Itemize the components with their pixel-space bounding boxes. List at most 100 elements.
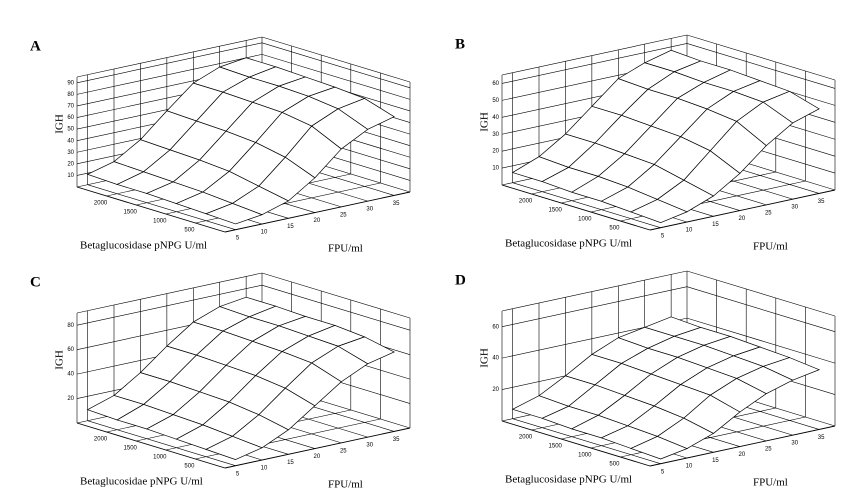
axis-line xyxy=(224,427,411,469)
grid-line xyxy=(501,286,688,328)
surface-cell xyxy=(204,203,264,225)
z-tick-label: 80 xyxy=(67,323,74,329)
z-tick-label: 20 xyxy=(492,149,499,155)
z-tick-label: 30 xyxy=(67,150,74,156)
box-edge xyxy=(501,270,688,312)
axis-line xyxy=(224,191,411,233)
z-tick-label: 50 xyxy=(67,127,74,133)
x-tick-label: 30 xyxy=(366,443,373,449)
z-tick-label: 60 xyxy=(67,115,74,121)
grid-line xyxy=(512,182,661,229)
grid-line xyxy=(261,54,411,100)
axis-line xyxy=(501,420,651,467)
x-tick-label: 5 xyxy=(661,233,665,239)
y-axis-label: Betaglucosidase pNPG U/ml xyxy=(505,474,632,486)
x-tick-label: 10 xyxy=(686,228,693,234)
x-tick-label: 35 xyxy=(393,437,400,443)
x-tick-label: 20 xyxy=(314,454,321,460)
z-axis-label: IGH xyxy=(54,114,66,134)
grid-line xyxy=(76,42,263,84)
z-tick-label: 20 xyxy=(67,161,74,167)
panel-title: A xyxy=(30,38,41,54)
y-tick-label: 1500 xyxy=(124,446,138,452)
z-tick-label: 20 xyxy=(492,387,499,393)
z-tick-label: 90 xyxy=(67,80,74,86)
z-tick-label: 10 xyxy=(67,173,74,179)
z-axis-label: IGH xyxy=(54,350,66,370)
x-tick-label: 5 xyxy=(236,235,240,241)
axis-line xyxy=(649,425,836,467)
z-tick-label: 50 xyxy=(492,98,499,104)
z-axis-label: IGH xyxy=(479,348,491,368)
x-axis-label: FPU/ml xyxy=(328,243,363,255)
surface-cell xyxy=(630,199,688,224)
x-axis-label: FPU/ml xyxy=(753,241,788,253)
x-tick-label: 10 xyxy=(261,466,268,472)
y-tick-label: 2000 xyxy=(519,199,533,205)
x-tick-label: 10 xyxy=(261,230,268,236)
x-tick-label: 15 xyxy=(287,460,294,466)
x-tick-label: 10 xyxy=(686,464,693,470)
panel-title: C xyxy=(30,274,41,290)
x-tick-label: 20 xyxy=(739,452,746,458)
x-tick-label: 15 xyxy=(712,222,719,228)
y-tick-label: 1500 xyxy=(124,210,138,216)
box-edge xyxy=(261,36,411,83)
x-tick-label: 35 xyxy=(818,435,825,441)
x-axis-label: FPU/ml xyxy=(328,479,363,491)
grid-line xyxy=(87,184,236,231)
z-tick-label: 40 xyxy=(67,372,74,378)
panel: 20 40 60 80 5 10 15 20 25 30 35 500 1000 1500 2000 C Bet… xyxy=(30,272,411,491)
y-axis-label: Betaglucosidase pNPG U/ml xyxy=(505,238,632,250)
grid-line xyxy=(87,420,236,467)
y-tick-label: 1000 xyxy=(153,455,167,461)
x-tick-label: 30 xyxy=(366,207,373,213)
surface-cell xyxy=(630,436,688,460)
grid-line xyxy=(261,284,411,331)
z-tick-label: 30 xyxy=(492,132,499,138)
y-axis-label: Betaglucosidase pNPG U/ml xyxy=(80,240,207,252)
axis-line xyxy=(501,184,651,231)
x-tick-label: 5 xyxy=(661,469,665,475)
y-tick-label: 1000 xyxy=(578,217,592,223)
y-axis-label: Betaglucosidae pNPG U/ml xyxy=(80,476,203,488)
y-tick-label: 1000 xyxy=(578,453,592,459)
grid-line xyxy=(686,317,836,364)
y-tick-label: 2000 xyxy=(94,437,108,443)
x-tick-label: 30 xyxy=(791,441,798,447)
z-tick-label: 10 xyxy=(492,166,499,172)
x-tick-label: 25 xyxy=(765,210,772,216)
box-edge xyxy=(261,272,411,319)
box-edge xyxy=(76,272,263,314)
box-edge xyxy=(76,36,263,78)
panel: 10 20 30 40 50 60 5 10 15 20 25 30 35 500 1000 1500 2000… xyxy=(455,34,836,253)
panel-title: B xyxy=(455,36,465,52)
panel-title: D xyxy=(455,272,466,288)
z-tick-label: 40 xyxy=(492,356,499,362)
panel: 10 20 30 40 50 60 70 80 90 5 10 15 20 25 30 35 500 1000 15… xyxy=(30,36,411,255)
x-tick-label: 35 xyxy=(393,201,400,207)
grid-line xyxy=(686,43,836,89)
y-tick-label: 1500 xyxy=(549,208,563,214)
x-tick-label: 5 xyxy=(236,471,240,477)
surface-cell xyxy=(205,435,263,460)
y-tick-label: 500 xyxy=(184,228,195,234)
z-tick-label: 40 xyxy=(492,115,499,121)
x-tick-label: 25 xyxy=(765,446,772,452)
x-tick-label: 30 xyxy=(791,205,798,211)
axis-line xyxy=(76,422,226,469)
grid-line xyxy=(76,54,263,95)
box-edge xyxy=(686,270,836,317)
y-tick-label: 500 xyxy=(609,462,620,468)
z-tick-label: 80 xyxy=(67,92,74,98)
box-edge xyxy=(501,34,688,76)
grid-line xyxy=(261,42,411,89)
y-tick-label: 1500 xyxy=(549,444,563,450)
x-tick-label: 35 xyxy=(818,199,825,205)
z-tick-label: 60 xyxy=(492,324,499,330)
x-axis-label: FPU/ml xyxy=(753,477,788,489)
y-tick-label: 500 xyxy=(184,464,195,470)
z-tick-label: 40 xyxy=(67,138,74,144)
y-tick-label: 500 xyxy=(609,226,620,232)
